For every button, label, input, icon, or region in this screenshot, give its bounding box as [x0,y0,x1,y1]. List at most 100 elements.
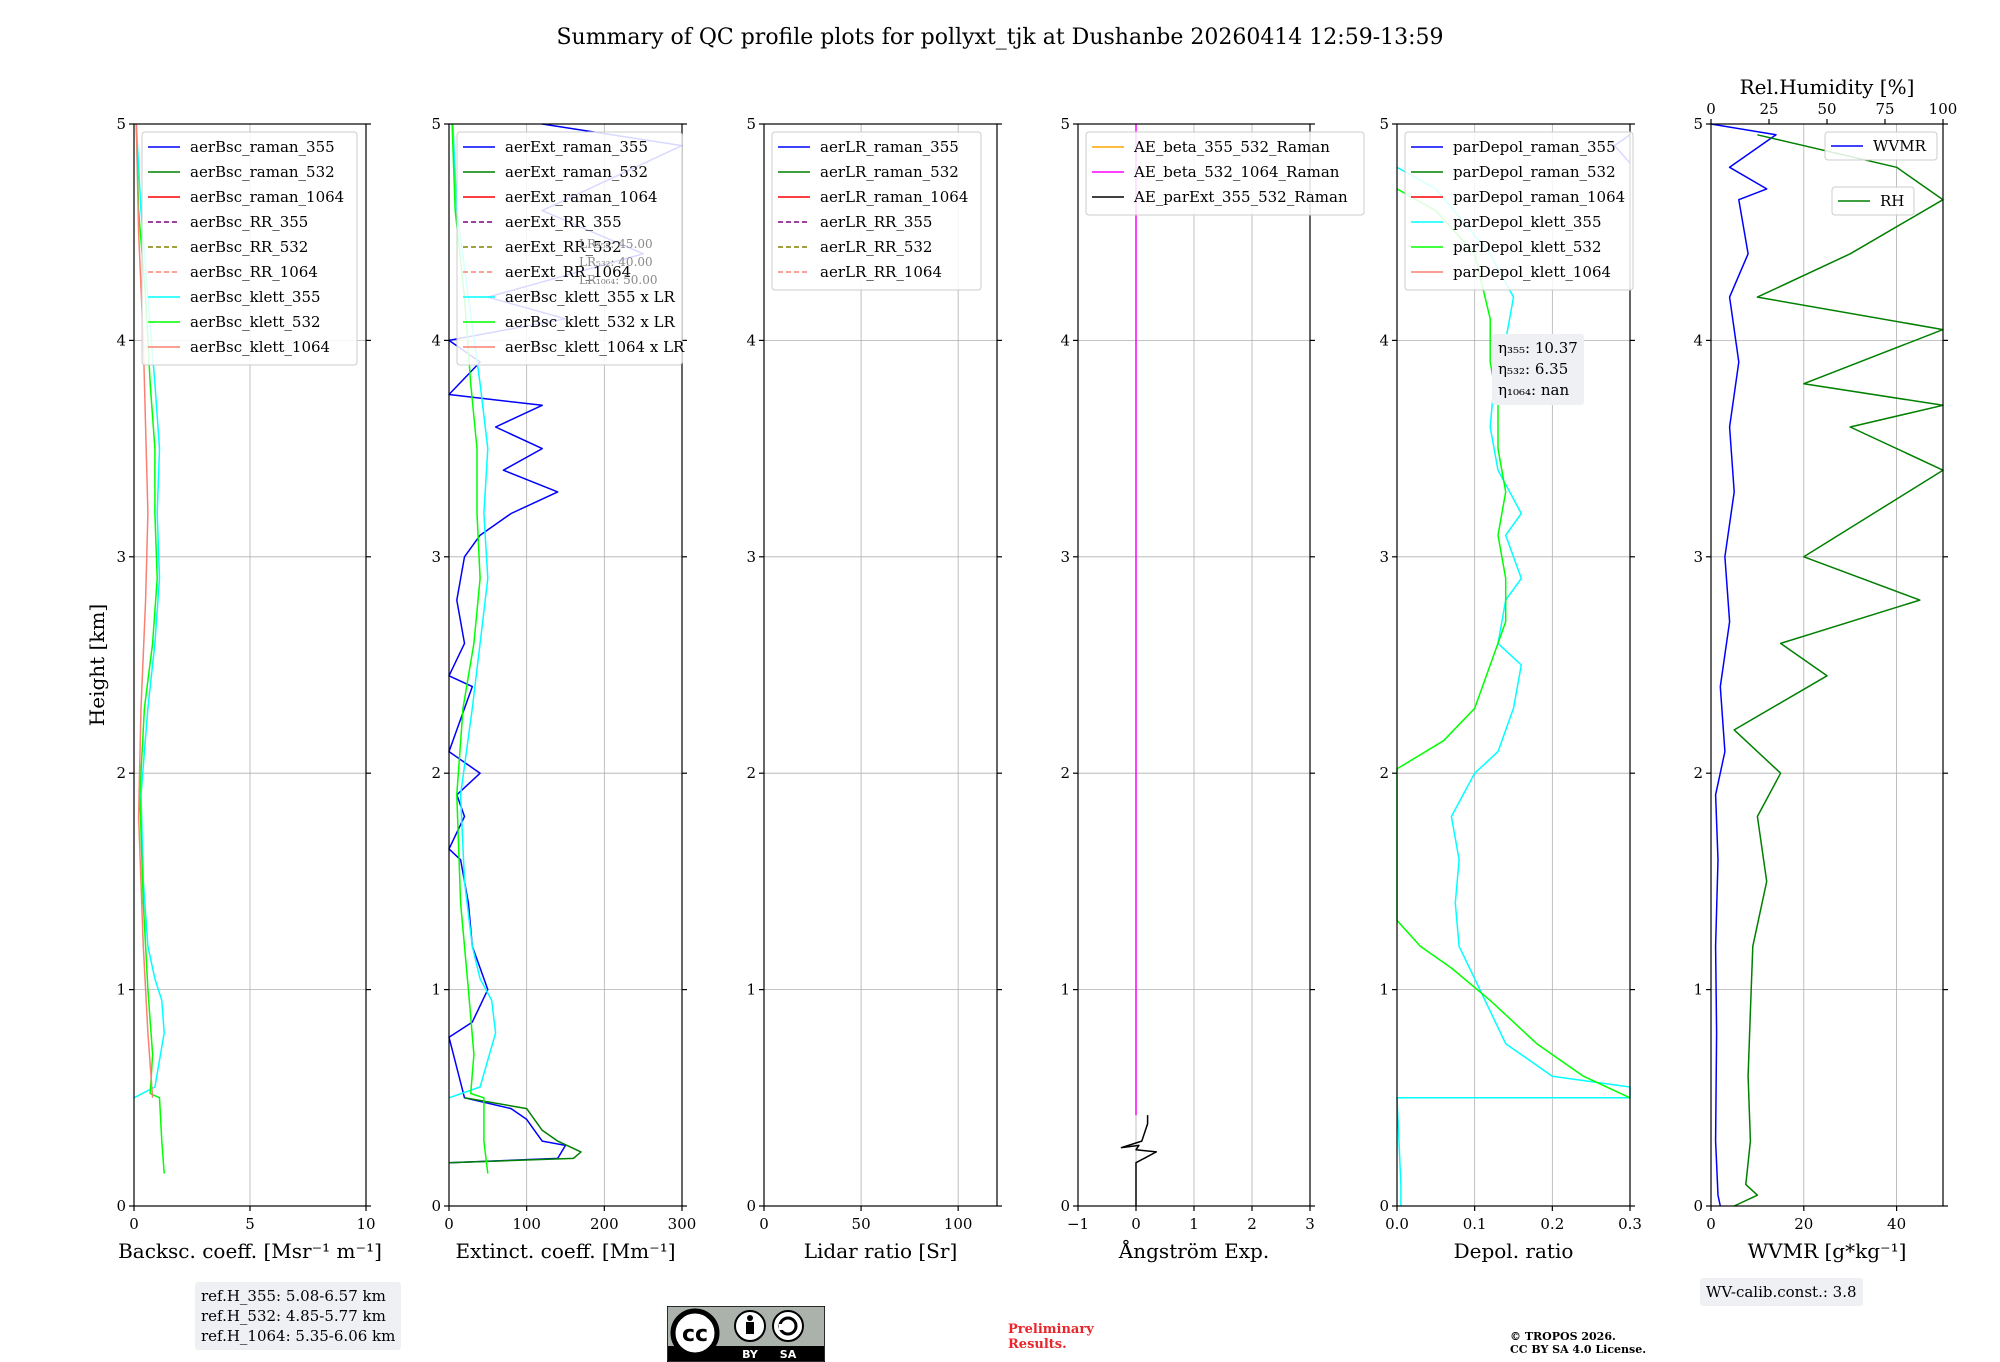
legend-box-ext [456,131,683,366]
legend-label-ext-3: aerExt_RR_355 [505,213,622,231]
cc-logo-text: cc [682,1322,708,1347]
x-axis-label-wv: WVMR [g*kg⁻¹] [1748,1239,1907,1263]
ytick-label-depol-0: 0 [1379,1197,1389,1215]
legend-label-bsc-8: aerBsc_klett_1064 [190,338,330,356]
legend-label-ae-2: AE_parExt_355_532_Raman [1133,188,1348,206]
copyright-line-1: © TROPOS 2026. [1510,1330,1616,1343]
ytick-label-depol-5: 5 [1379,115,1389,133]
ytick-label-lr-0: 0 [746,1197,756,1215]
ytick-label-bsc-5: 5 [116,115,126,133]
ytick-label-lr-3: 3 [746,548,756,566]
legend-label-ext-4: aerExt_RR_532 [505,238,622,256]
ytick-label-bsc-3: 3 [116,548,126,566]
ref-height-355: ref.H_355: 5.08-6.57 km [201,1287,386,1305]
preliminary-line-1: Preliminary [1008,1322,1094,1337]
legend-label-bsc-0: aerBsc_raman_355 [190,138,335,156]
xtick-label-lr-1: 50 [852,1215,871,1233]
legend-label-depol-4: parDepol_klett_532 [1453,238,1602,256]
ytick-label-ae-3: 3 [1060,548,1070,566]
legend-label-lr-2: aerLR_raman_1064 [820,188,968,206]
ytick-label-wv-5: 5 [1693,115,1703,133]
ytick-label-ae-2: 2 [1060,764,1070,782]
legend-box-ae [1085,131,1365,216]
top-tick-label-2: 50 [1817,100,1836,118]
xtick-label-ae-0: −1 [1067,1215,1089,1233]
ytick-label-ext-0: 0 [431,1197,441,1215]
eta-355: η₃₅₅: 10.37 [1498,339,1578,357]
xtick-label-ext-3: 300 [668,1215,697,1233]
by-icon [734,1310,766,1342]
preliminary-note: Preliminary Results. [1008,1322,1094,1352]
series-wv-0 [1710,123,1777,1207]
axes-frame-lr [763,123,998,1207]
legend-label-bsc-5: aerBsc_RR_1064 [190,263,318,281]
xtick-label-ae-3: 2 [1247,1215,1257,1233]
copyright-line-2: CC BY SA 4.0 License. [1510,1343,1647,1356]
legend-label-wv-0: WVMR [1873,137,1927,155]
lr-label-0: LR₃₅₅: 45.00 [579,237,653,251]
legend-box-lr [771,131,982,291]
series-depol-0 [1396,166,1631,1206]
ytick-label-bsc-1: 1 [116,981,126,999]
ytick-label-lr-5: 5 [746,115,756,133]
xtick-label-ext-2: 200 [590,1215,619,1233]
legend-box-wv-1 [1831,186,1915,216]
legend-label-bsc-1: aerBsc_raman_532 [190,163,335,181]
ytick-label-ext-2: 2 [431,764,441,782]
x-axis-label-bsc: Backsc. coeff. [Msr⁻¹ m⁻¹] [118,1239,382,1263]
xtick-label-bsc-1: 5 [245,1215,255,1233]
ytick-label-wv-2: 2 [1693,764,1703,782]
xtick-label-depol-3: 0.3 [1618,1215,1642,1233]
xtick-label-depol-1: 0.1 [1463,1215,1487,1233]
lr-label-1: LR₅₃₂: 40.00 [579,255,653,269]
xtick-label-depol-0: 0.0 [1385,1215,1409,1233]
x-axis-label-lr: Lidar ratio [Sr] [804,1239,958,1263]
sa-icon [772,1310,804,1342]
xtick-label-ext-1: 100 [512,1215,541,1233]
wv-calib-box: WV-calib.const.: 3.8 [1700,1278,1863,1306]
legend-label-ext-5: aerExt_RR_1064 [505,263,631,281]
series-depol-1 [1396,188,1631,1099]
legend-label-lr-3: aerLR_RR_355 [820,213,932,231]
top-axis-label: Rel.Humidity [%] [1740,75,1915,99]
ytick-label-depol-4: 4 [1379,331,1389,349]
xtick-label-wv-0: 0 [1706,1215,1716,1233]
xtick-label-ae-2: 1 [1189,1215,1199,1233]
legend-box-bsc [141,131,358,366]
cc-by-sa-badge: cc BY SA [667,1306,825,1362]
axes-frame-ext [448,123,683,1207]
legend-label-ext-7: aerBsc_klett_532 x LR [505,313,676,331]
top-tick-label-3: 75 [1875,100,1894,118]
xtick-label-ae-1: 0 [1131,1215,1141,1233]
legend-label-ext-8: aerBsc_klett_1064 x LR [505,338,685,356]
legend-label-depol-1: parDepol_raman_532 [1453,163,1616,181]
ytick-label-ext-4: 4 [431,331,441,349]
ytick-label-ext-1: 1 [431,981,441,999]
by-text: BY [742,1348,759,1361]
top-tick-label-4: 100 [1929,100,1958,118]
ytick-label-ae-5: 5 [1060,115,1070,133]
ytick-label-bsc-2: 2 [116,764,126,782]
legend-label-lr-0: aerLR_raman_355 [820,138,959,156]
legend-label-depol-0: parDepol_raman_355 [1453,138,1616,156]
ytick-label-depol-2: 2 [1379,764,1389,782]
ref-height-1064: ref.H_1064: 5.35-6.06 km [201,1327,396,1345]
axes-frame-depol [1396,123,1631,1207]
xtick-label-lr-0: 0 [759,1215,769,1233]
eta-box: η₃₅₅: 10.37 η₅₃₂: 6.35 η₁₀₆₄: nan [1492,334,1584,405]
legend-label-bsc-6: aerBsc_klett_355 [190,288,321,306]
legend-label-bsc-3: aerBsc_RR_355 [190,213,308,231]
xtick-label-bsc-2: 10 [356,1215,375,1233]
copyright-note: © TROPOS 2026. CC BY SA 4.0 License. [1510,1330,1646,1356]
ref-height-532: ref.H_532: 4.85-5.77 km [201,1307,386,1325]
ref-height-box: ref.H_355: 5.08-6.57 km ref.H_532: 4.85-… [195,1282,402,1350]
eta-1064: η₁₀₆₄: nan [1498,381,1570,399]
legend-label-ext-1: aerExt_raman_532 [505,163,648,181]
legend-label-depol-5: parDepol_klett_1064 [1453,263,1611,281]
legend-label-ext-0: aerExt_raman_355 [505,138,648,156]
legend-label-lr-4: aerLR_RR_532 [820,238,932,256]
